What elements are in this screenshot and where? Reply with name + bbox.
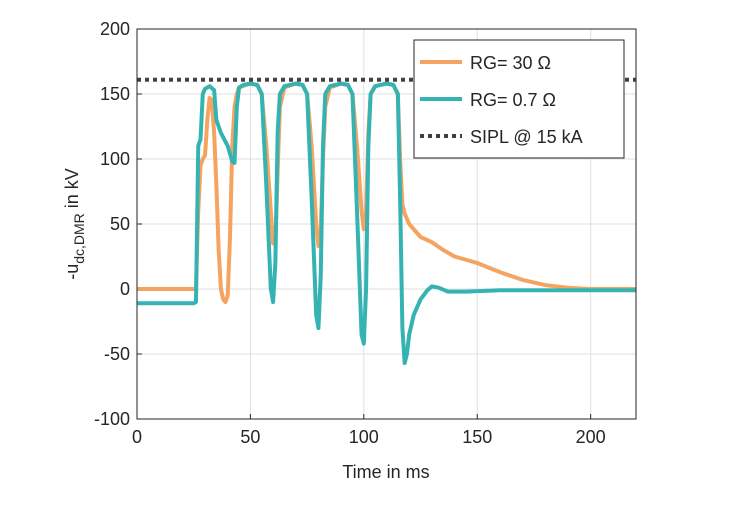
x-tick-label: 100 [349, 427, 379, 447]
y-axis-label: -udc,DMR in kV [62, 168, 87, 280]
y-tick-label: 0 [120, 279, 130, 299]
axes-box [136, 28, 637, 420]
legend-label: RG= 30 Ω [470, 53, 551, 73]
series-line [137, 81, 636, 366]
x-tick-label: 200 [576, 427, 606, 447]
x-tick-label: 150 [462, 427, 492, 447]
y-label-suffix: in kV [62, 168, 82, 213]
y-tick-label: 100 [100, 149, 130, 169]
x-tick-label: 0 [132, 427, 142, 447]
y-tick-label: -50 [104, 344, 130, 364]
y-label-main: -u [62, 264, 82, 280]
y-label-sub: dc,DMR [71, 213, 87, 264]
legend-label: RG= 0.7 Ω [470, 90, 556, 110]
legend-label: SIPL @ 15 kA [470, 127, 583, 147]
y-tick-label: 50 [110, 214, 130, 234]
y-tick-label: 150 [100, 84, 130, 104]
y-tick-label: -100 [94, 409, 130, 429]
x-axis-label: Time in ms [342, 462, 429, 482]
y-tick-label: 200 [100, 19, 130, 39]
x-tick-label: 50 [240, 427, 260, 447]
